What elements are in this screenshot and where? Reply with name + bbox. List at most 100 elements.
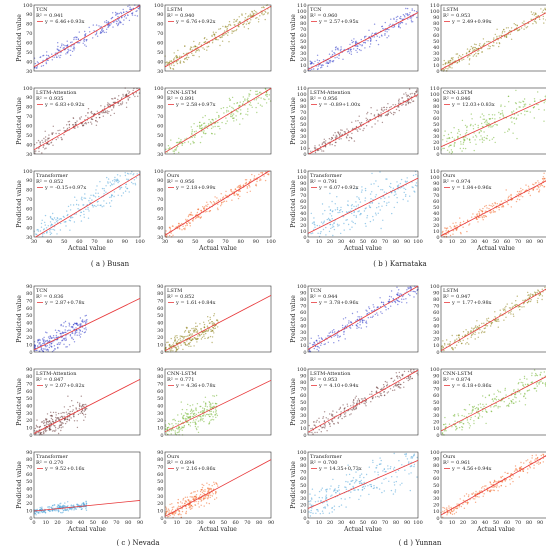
- scatter-point: [179, 420, 181, 422]
- scatter-point: [359, 214, 361, 216]
- scatter-point: [524, 105, 526, 107]
- scatter-point: [494, 114, 496, 116]
- scatter-point: [53, 425, 55, 427]
- scatter-point: [70, 417, 72, 419]
- scatter-point: [461, 342, 463, 344]
- scatter-point: [43, 144, 45, 147]
- scatter-point: [494, 316, 496, 318]
- scatter-point: [73, 38, 75, 41]
- scatter-point: [356, 129, 358, 131]
- scatter-point: [486, 41, 488, 43]
- scatter-point: [314, 343, 316, 345]
- scatter-point: [229, 105, 231, 107]
- scatter-point: [48, 137, 50, 139]
- scatter-point: [216, 319, 219, 321]
- scatter-point: [68, 325, 71, 327]
- scatter-point: [199, 334, 201, 336]
- scatter-point: [191, 507, 193, 510]
- scatter-point: [45, 54, 48, 56]
- scatter-point: [442, 139, 444, 141]
- scatter-point: [77, 204, 80, 206]
- scatter-point: [56, 217, 58, 219]
- scatter-point: [359, 122, 361, 124]
- scatter-point: [393, 300, 395, 302]
- scatter-point: [200, 127, 203, 130]
- y-tick-label: 10: [300, 229, 306, 235]
- scatter-point: [317, 346, 319, 348]
- scatter-point: [34, 150, 36, 152]
- scatter-point: [179, 61, 181, 63]
- scatter-point: [322, 64, 324, 67]
- scatter-point: [334, 136, 337, 138]
- scatter-point: [178, 151, 180, 154]
- scatter-point: [203, 496, 205, 498]
- scatter-point: [78, 506, 80, 509]
- scatter-point: [242, 96, 244, 98]
- x-tick-label: 70: [515, 239, 521, 245]
- scatter-point: [407, 102, 410, 105]
- scatter-point: [130, 181, 133, 184]
- x-axis-label: Actual value: [476, 245, 515, 252]
- scatter-point: [267, 13, 269, 15]
- scatter-point: [127, 98, 129, 100]
- scatter-point: [249, 179, 252, 181]
- scatter-point: [331, 218, 333, 220]
- scatter-point: [43, 341, 45, 343]
- scatter-point: [52, 504, 54, 507]
- scatter-point: [125, 102, 128, 104]
- scatter-point: [124, 95, 127, 98]
- scatter-point: [368, 29, 370, 31]
- scatter-point: [453, 127, 455, 129]
- scatter-point: [192, 142, 195, 144]
- scatter-point: [101, 28, 103, 30]
- scatter-point: [134, 182, 136, 185]
- scatter-point: [213, 315, 215, 317]
- scatter-point: [358, 197, 360, 199]
- scatter-point: [111, 194, 114, 197]
- scatter-point: [49, 415, 52, 417]
- scatter-point: [177, 56, 179, 59]
- scatter-point: [116, 174, 119, 176]
- scatter-point: [389, 185, 391, 188]
- scatter-point: [256, 180, 258, 183]
- scatter-point: [189, 405, 191, 407]
- y-tick-label: 10: [300, 343, 306, 349]
- scatter-point: [212, 411, 215, 413]
- scatter-point: [264, 179, 267, 182]
- scatter-point: [48, 143, 50, 145]
- scatter-point: [390, 112, 393, 115]
- scatter-point: [73, 44, 76, 46]
- scatter-point: [378, 113, 380, 116]
- scatter-point: [60, 502, 62, 504]
- scatter-point: [189, 338, 191, 340]
- scatter-point: [537, 297, 539, 300]
- scatter-point: [112, 107, 115, 109]
- scatter-point: [257, 102, 259, 105]
- scatter-point: [62, 411, 64, 414]
- scatter-point: [95, 205, 97, 208]
- scatter-point: [450, 149, 453, 151]
- scatter-point: [225, 200, 228, 202]
- scatter-point: [479, 216, 481, 218]
- scatter-point: [360, 213, 362, 215]
- scatter-point: [194, 491, 196, 493]
- scatter-point: [209, 405, 211, 408]
- scatter-point: [491, 211, 493, 213]
- scatter-point: [175, 226, 177, 228]
- scatter-point: [62, 509, 65, 512]
- scatter-point: [107, 178, 110, 180]
- scatter-point: [100, 111, 102, 114]
- y-tick-label: 70: [26, 464, 32, 470]
- scatter-point: [68, 344, 71, 346]
- scatter-point: [66, 413, 68, 415]
- scatter-point: [354, 41, 357, 43]
- scatter-point: [398, 23, 400, 25]
- scatter-point: [184, 141, 186, 144]
- y-tick-label: 90: [433, 98, 439, 104]
- scatter-point: [455, 53, 457, 55]
- scatter-point: [168, 422, 170, 425]
- scatter-point: [533, 117, 535, 119]
- scatter-point: [396, 19, 398, 21]
- scatter-point: [225, 122, 227, 125]
